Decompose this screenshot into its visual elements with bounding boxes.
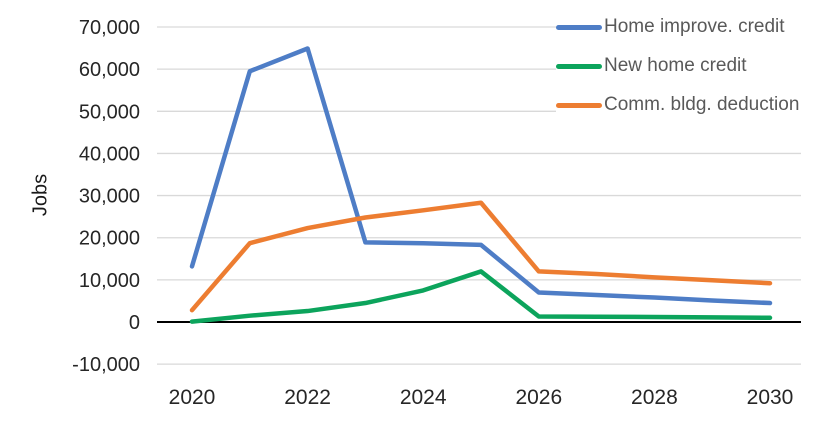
y-tick-label: 0 [129,312,140,334]
legend-item-comm-bldg-deduction: Comm. bldg. deduction [556,92,823,118]
y-tick-label: 50,000 [79,101,140,123]
legend: Home improve. credit New home credit Com… [556,8,823,126]
series-line-2 [189,200,773,313]
y-tick-label: 70,000 [79,17,140,39]
y-tick-label: 20,000 [79,228,140,250]
y-axis-title: Jobs [29,173,52,217]
series-line-0 [189,46,773,306]
legend-item-home-improve-credit: Home improve. credit [556,14,823,40]
x-tick-label: 2030 [747,386,794,409]
series-line-1 [189,269,773,324]
new-home-credit-swatch-icon [556,63,602,69]
y-tick-label: 60,000 [79,59,140,81]
x-tick-label: 2022 [284,386,331,409]
legend-label: New home credit [604,55,747,76]
x-tick-label: 2026 [515,386,562,409]
comm-bldg-deduction-swatch-icon [556,102,602,108]
legend-item-new-home-credit: New home credit [556,53,823,79]
legend-label: Comm. bldg. deduction [604,94,800,115]
legend-label: Home improve. credit [604,16,785,37]
x-tick-label: 2024 [400,386,447,409]
y-tick-label: -10,000 [72,354,140,376]
y-tick-label: 10,000 [79,270,140,292]
y-tick-label: 30,000 [79,186,140,208]
x-tick-label: 2020 [169,386,216,409]
home-improve-credit-swatch-icon [556,24,602,30]
x-tick-label: 2028 [631,386,678,409]
y-tick-label: 40,000 [79,143,140,165]
